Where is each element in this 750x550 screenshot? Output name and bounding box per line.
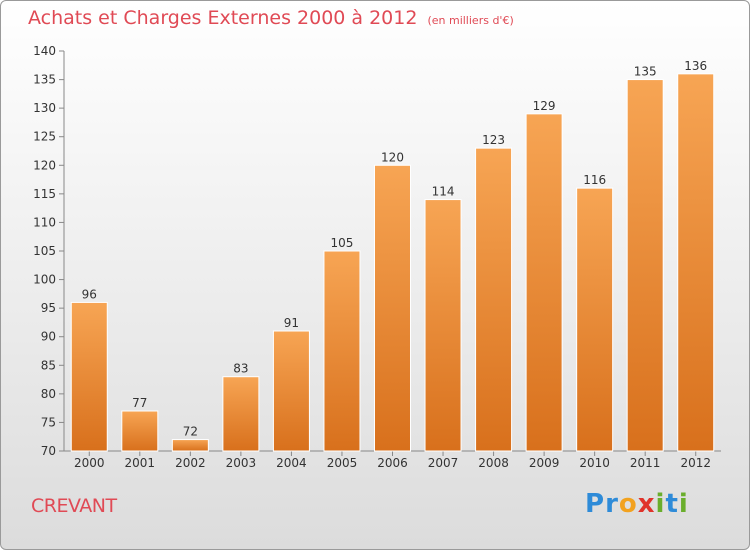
bar — [121, 410, 159, 452]
bar-value-label: 120 — [381, 150, 404, 164]
bar-value-label: 96 — [82, 287, 97, 301]
bar — [626, 79, 664, 452]
bar-value-label: 114 — [432, 185, 455, 199]
x-tick-label: 2010 — [579, 456, 610, 470]
y-tick-label: 135 — [33, 73, 56, 87]
bar-value-label: 83 — [233, 362, 248, 376]
y-tick-label: 85 — [41, 358, 56, 372]
chart-title: Achats et Charges Externes 2000 à 2012 (e… — [28, 7, 514, 29]
y-tick-label: 90 — [41, 330, 56, 344]
x-tick-label: 2006 — [377, 456, 408, 470]
bar-value-label: 129 — [533, 99, 556, 113]
y-tick-label: 100 — [33, 273, 56, 287]
y-tick-label: 125 — [33, 130, 56, 144]
bar-value-label: 136 — [684, 59, 707, 73]
y-tick-label: 115 — [33, 187, 56, 201]
y-tick-label: 105 — [33, 244, 56, 258]
y-tick-label: 80 — [41, 387, 56, 401]
bar — [576, 187, 614, 452]
bar — [677, 73, 715, 452]
bar — [424, 199, 462, 452]
bar — [475, 147, 513, 452]
bar-value-label: 123 — [482, 133, 505, 147]
y-tick-label: 120 — [33, 158, 56, 172]
bar — [272, 330, 310, 452]
x-tick-label: 2000 — [74, 456, 105, 470]
x-tick-label: 2002 — [175, 456, 206, 470]
bar-value-label: 105 — [331, 236, 354, 250]
x-tick-label: 2009 — [529, 456, 560, 470]
x-tick-label: 2008 — [478, 456, 509, 470]
bar — [525, 113, 563, 452]
y-axis: 70 75 80 85 90 95 100 105 110 115 120 125 130 135 140 — [33, 44, 65, 458]
bar-value-label: 77 — [132, 396, 147, 410]
bar — [171, 439, 209, 452]
y-tick-label: 130 — [33, 101, 56, 115]
chart-unit: (en milliers d'€) — [427, 14, 514, 27]
bar-value-label: 91 — [284, 316, 299, 330]
title-text: Achats et Charges Externes 2000 à 2012 — [28, 7, 418, 29]
location-name: CREVANT — [31, 495, 117, 517]
bar-value-label: 116 — [583, 173, 606, 187]
logo-letter: o — [618, 489, 638, 519]
bars: 96 77 72 83 91 105 120 114 123 129 116 135 136 — [70, 59, 715, 452]
y-tick-label: 95 — [41, 301, 56, 315]
y-tick-label: 140 — [33, 44, 56, 58]
x-tick-label: 2004 — [276, 456, 307, 470]
bar — [70, 301, 108, 452]
y-tick-label: 110 — [33, 215, 56, 229]
logo-letter: x — [637, 489, 656, 519]
bar-value-label: 135 — [634, 65, 657, 79]
x-tick-label: 2003 — [226, 456, 257, 470]
x-tick-label: 2007 — [428, 456, 459, 470]
logo-letter: P — [585, 489, 606, 519]
x-axis: 2000 2001 2002 2003 2004 2005 2006 2007 2008 2009… — [64, 450, 721, 470]
logo-letter: i — [678, 489, 689, 519]
x-tick-label: 2005 — [327, 456, 358, 470]
y-tick-label: 75 — [41, 415, 56, 429]
logo-letter: i — [655, 489, 666, 519]
x-tick-label: 2012 — [680, 456, 711, 470]
bar — [323, 250, 361, 452]
proxiti-logo: Proxiti — [585, 489, 689, 519]
bar — [222, 376, 260, 452]
logo-letter: t — [665, 489, 679, 519]
bar — [374, 164, 411, 452]
bar-value-label: 72 — [183, 425, 198, 439]
logo-letter: r — [605, 489, 619, 519]
y-tick-label: 70 — [41, 444, 56, 458]
x-tick-label: 2001 — [125, 456, 156, 470]
x-tick-label: 2011 — [630, 456, 661, 470]
